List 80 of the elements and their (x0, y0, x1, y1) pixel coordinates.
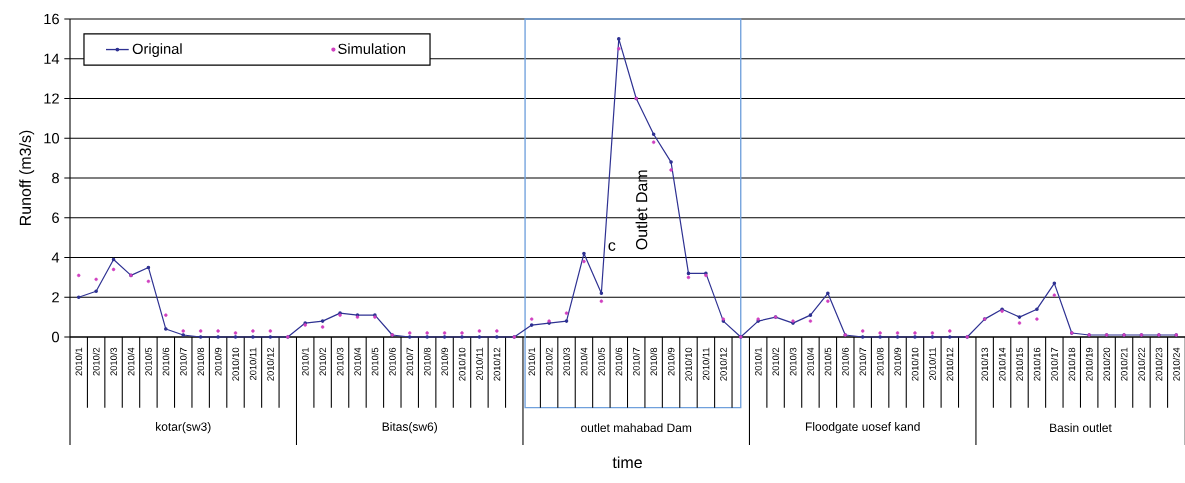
x-tick-label: 2010/12 (946, 347, 954, 381)
x-tick-label: 2010/9 (214, 347, 222, 376)
x-tick-label: 2010/24 (1172, 347, 1180, 381)
x-tick-label: 2010/15 (1016, 347, 1023, 381)
y-tick-label: 8 (52, 172, 59, 184)
x-tick-label: 2010/11 (476, 347, 483, 380)
text: Bitas(sw6) (382, 422, 437, 434)
x-tick-label: 2010/10 (232, 347, 239, 381)
x-tick-label: 2010/9 (667, 347, 675, 376)
x-tick-label: 2010/4 (807, 347, 814, 376)
x-tick-label: 2010/5 (371, 347, 379, 376)
x-tick-label: 2010/11 (249, 347, 257, 380)
y-tick-label: 16 (44, 13, 59, 25)
x-tick-label: 2010/6 (841, 347, 849, 376)
y-tick-label: 10 (44, 133, 60, 144)
x-tick-label: 2010/18 (1068, 347, 1076, 381)
x-tick-label: 2010/8 (197, 347, 205, 376)
x-tick-label: 2010/23 (1155, 347, 1163, 381)
x-tick-label: 2010/21 (1120, 347, 1128, 381)
y-axis-title: Runoff (m3/s) (19, 130, 35, 225)
x-tick-label: 2010/20 (1103, 347, 1111, 381)
x-tick-label: 2010/8 (423, 347, 431, 376)
x-tick-label: 2010/1 (301, 347, 309, 376)
x-tick-label: 2010/12 (266, 347, 274, 381)
legend-label: Simulation (338, 43, 406, 55)
x-tick-label: 2010/1 (75, 347, 83, 376)
x-tick-label: 2010/4 (127, 347, 135, 376)
x-tick-label: 2010/11 (928, 347, 936, 380)
y-tick-label: 6 (52, 212, 59, 223)
text: Floodgate uosef kand (805, 422, 920, 434)
x-tick-label: 2010/10 (458, 347, 466, 381)
x-tick-label: 2010/9 (894, 347, 901, 376)
x-tick-label: 2010/6 (162, 347, 170, 376)
x-tick-label: 2010/10 (685, 347, 692, 381)
x-axis-title: time (612, 456, 642, 469)
x-tick-label: 2010/13 (981, 347, 989, 381)
x-tick-label: 2010/5 (824, 347, 832, 376)
x-tick-label: 2010/3 (563, 347, 570, 376)
x-tick-label: 2010/2 (319, 347, 327, 376)
y-tick-label: 12 (44, 93, 59, 104)
y-tick-label: 14 (44, 53, 60, 64)
y-tick-label: 4 (51, 252, 60, 263)
x-tick-label: 2010/3 (336, 347, 344, 376)
x-tick-label: 2010/2 (545, 347, 553, 376)
x-tick-label: 2010/3 (110, 347, 117, 376)
x-tick-label: 2010/7 (406, 347, 414, 376)
x-tick-label: 2010/5 (597, 347, 605, 376)
x-tick-label: 2010/6 (615, 347, 623, 376)
x-tick-label: 2010/5 (144, 347, 152, 376)
annotation: Outlet Dam (635, 170, 648, 250)
x-tick-label: 2010/12 (493, 347, 501, 381)
x-tick-label: 2010/17 (1050, 347, 1058, 381)
text: Basin outlet (1050, 423, 1112, 433)
x-tick-label: 2010/10 (911, 347, 919, 381)
text: outlet mahabad Dam (581, 423, 692, 433)
text: kotar(sw3) (156, 422, 211, 434)
x-tick-label: 2010/19 (1085, 347, 1093, 381)
x-tick-label: 2010/8 (876, 347, 884, 376)
x-tick-label: 2010/2 (772, 347, 780, 376)
x-tick-label: 2010/4 (580, 347, 588, 376)
legend-label: Original (132, 43, 182, 57)
x-tick-label: 2010/16 (1033, 347, 1041, 381)
x-tick-label: 2010/1 (754, 347, 762, 376)
y-tick-label: 2 (52, 292, 59, 303)
x-tick-label: 2010/1 (528, 347, 536, 376)
x-tick-label: 2010/22 (1138, 347, 1145, 381)
x-tick-label: 2010/2 (92, 347, 100, 376)
x-tick-label: 2010/4 (354, 347, 361, 376)
x-tick-label: 2010/3 (789, 347, 797, 376)
x-tick-label: 2010/7 (179, 347, 187, 376)
x-tick-label: 2010/12 (719, 347, 727, 381)
x-tick-label: 2010/6 (388, 347, 396, 376)
y-tick-label: 0 (52, 331, 60, 343)
x-tick-label: 2010/11 (702, 347, 710, 380)
x-tick-label: 2010/7 (632, 347, 640, 376)
x-tick-label: 2010/9 (441, 347, 448, 376)
annotation: c (608, 242, 616, 251)
x-tick-label: 2010/8 (650, 347, 658, 376)
x-tick-label: 2010/14 (998, 347, 1006, 381)
x-tick-label: 2010/7 (859, 347, 867, 376)
